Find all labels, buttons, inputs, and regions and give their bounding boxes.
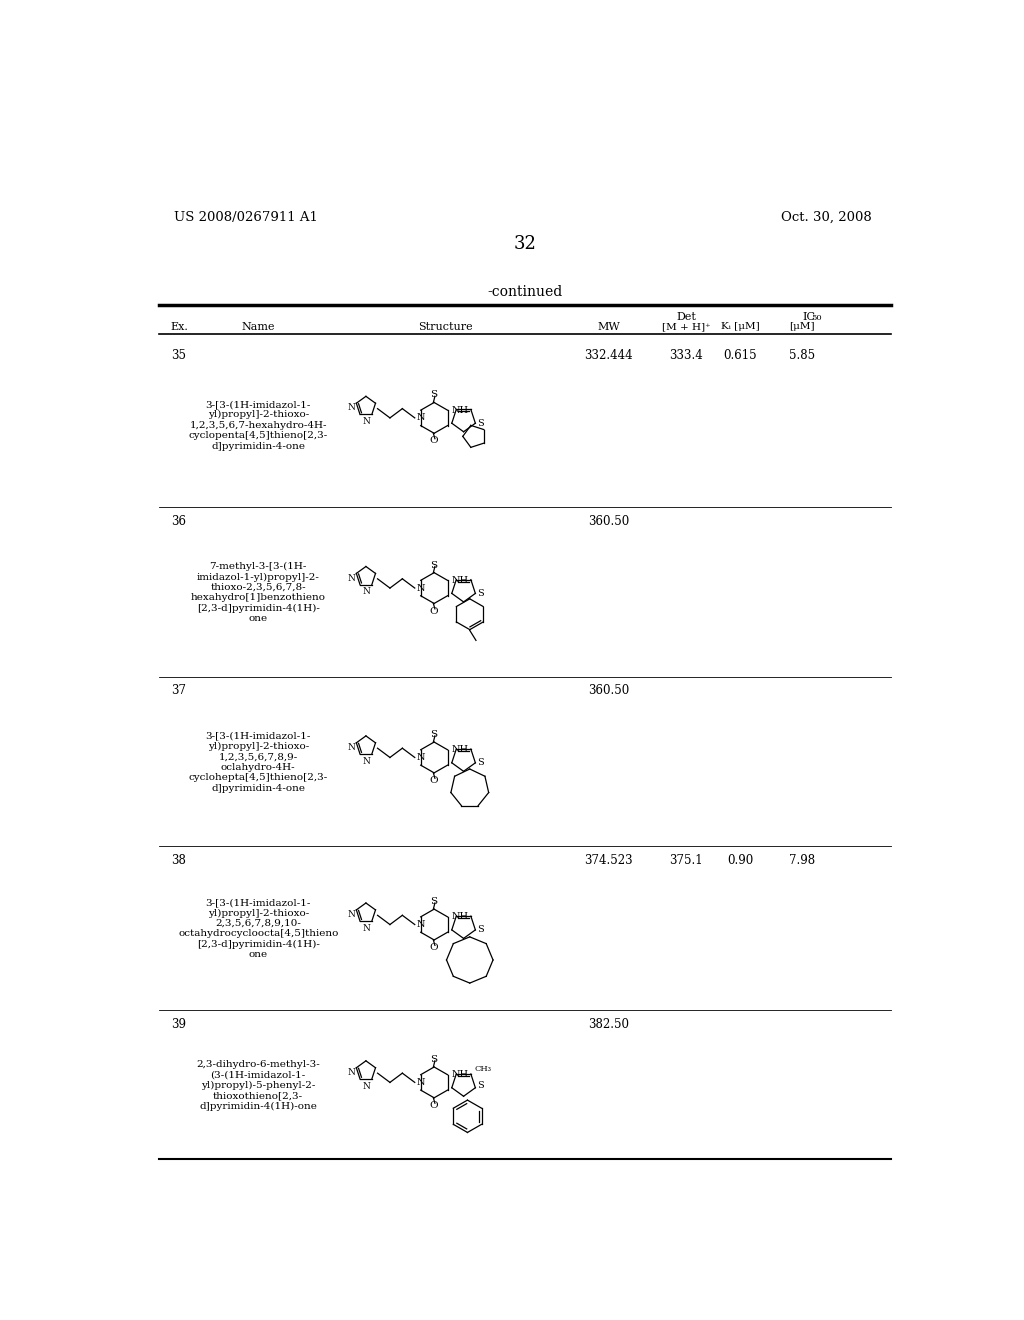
Text: S: S [430,561,437,570]
Text: N: N [362,756,371,766]
Text: NH: NH [452,1071,469,1080]
Text: O: O [430,942,438,952]
Text: 3-[3-(1H-imidazol-1-
yl)propyl]-2-thioxo-
1,2,3,5,6,7-hexahydro-4H-
cyclopenta[4: 3-[3-(1H-imidazol-1- yl)propyl]-2-thioxo… [188,400,328,450]
Text: N: N [347,404,355,412]
Text: 374.523: 374.523 [584,854,633,867]
Text: NH: NH [452,746,469,754]
Text: Structure: Structure [419,322,473,333]
Text: 50: 50 [811,314,821,322]
Text: 38: 38 [171,854,185,867]
Text: 3-[3-(1H-imidazol-1-
yl)propyl]-2-thioxo-
1,2,3,5,6,7,8,9-
oclahydro-4H-
cyclohe: 3-[3-(1H-imidazol-1- yl)propyl]-2-thioxo… [188,731,328,792]
Text: N: N [347,743,355,752]
Text: 332.444: 332.444 [584,350,633,363]
Text: 360.50: 360.50 [588,515,629,528]
Text: [μM]: [μM] [790,322,815,331]
Text: 0.90: 0.90 [727,854,754,867]
Text: NH: NH [452,576,469,585]
Text: N: N [347,574,355,582]
Text: IC: IC [802,313,815,322]
Text: 37: 37 [171,684,185,697]
Text: 2,3-dihydro-6-methyl-3-
(3-(1H-imidazol-1-
yl)propyl)-5-phenyl-2-
thioxothieno[2: 2,3-dihydro-6-methyl-3- (3-(1H-imidazol-… [197,1060,321,1111]
Text: S: S [477,759,484,767]
Text: S: S [477,418,484,428]
Text: N: N [417,1078,425,1086]
Text: 39: 39 [171,1018,185,1031]
Text: N: N [347,1068,355,1077]
Text: O: O [430,1101,438,1110]
Text: S: S [477,589,484,598]
Text: O: O [430,437,438,445]
Text: O: O [430,607,438,615]
Text: Kᵢ [μM]: Kᵢ [μM] [721,322,760,331]
Text: 7.98: 7.98 [790,854,815,867]
Text: 35: 35 [171,350,185,363]
Text: Name: Name [242,322,275,333]
Text: S: S [430,898,437,906]
Text: NH: NH [452,405,469,414]
Text: S: S [477,1081,484,1090]
Text: MW: MW [597,322,620,333]
Text: N: N [417,920,425,929]
Text: 0.615: 0.615 [723,350,757,363]
Text: 3-[3-(1H-imidazol-1-
yl)propyl]-2-thioxo-
2,3,5,6,7,8,9,10-
octahydrocycloocta[4: 3-[3-(1H-imidazol-1- yl)propyl]-2-thioxo… [178,898,338,960]
Text: N: N [347,909,355,919]
Text: N: N [417,583,425,593]
Text: 32: 32 [513,235,537,253]
Text: N: N [417,413,425,422]
Text: NH: NH [452,912,469,921]
Text: S: S [430,730,437,739]
Text: 36: 36 [171,515,185,528]
Text: US 2008/0267911 A1: US 2008/0267911 A1 [174,211,318,224]
Text: 5.85: 5.85 [790,350,815,363]
Text: -continued: -continued [487,285,562,300]
Text: Ex.: Ex. [171,322,188,333]
Text: N: N [362,587,371,597]
Text: N: N [362,924,371,933]
Text: N: N [362,417,371,426]
Text: 375.1: 375.1 [670,854,702,867]
Text: 7-methyl-3-[3-(1H-
imidazol-1-yl)propyl]-2-
thioxo-2,3,5,6,7,8-
hexahydro[1]benz: 7-methyl-3-[3-(1H- imidazol-1-yl)propyl]… [190,562,326,623]
Text: Det: Det [676,313,696,322]
Text: S: S [477,925,484,935]
Text: Oct. 30, 2008: Oct. 30, 2008 [781,211,872,224]
Text: S: S [430,391,437,400]
Text: S: S [430,1055,437,1064]
Text: O: O [430,776,438,785]
Text: 360.50: 360.50 [588,684,629,697]
Text: 333.4: 333.4 [669,350,702,363]
Text: [M + H]⁺: [M + H]⁺ [662,322,711,331]
Text: N: N [417,752,425,762]
Text: CH₃: CH₃ [474,1065,492,1073]
Text: N: N [362,1081,371,1090]
Text: 382.50: 382.50 [588,1018,629,1031]
